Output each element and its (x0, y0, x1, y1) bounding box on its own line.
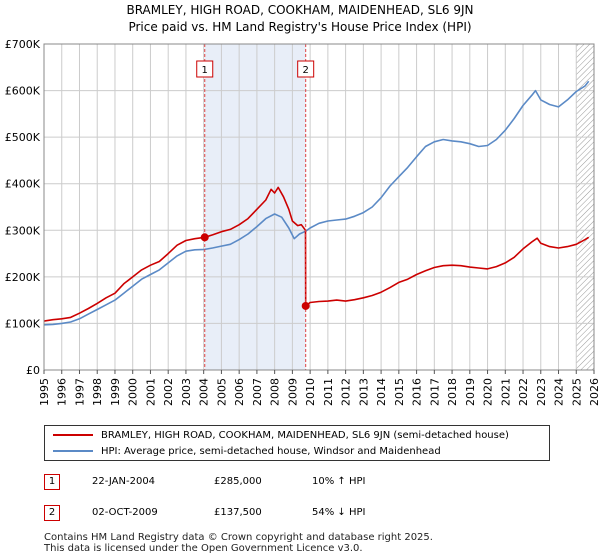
sale-label: 1 (202, 65, 208, 76)
legend: BRAMLEY, HIGH ROAD, COOKHAM, MAIDENHEAD,… (44, 425, 550, 461)
y-tick-label: £300K (5, 224, 41, 237)
legend-label-property: BRAMLEY, HIGH ROAD, COOKHAM, MAIDENHEAD,… (101, 430, 509, 441)
sale-row: 1 22-JAN-2004 £285,000 10% ↑ HPI (44, 474, 444, 494)
x-tick-label: 2020 (482, 378, 495, 406)
sale-date: 22-JAN-2004 (92, 476, 156, 487)
x-tick-label: 2015 (393, 378, 406, 406)
title-line-2: Price paid vs. HM Land Registry's House … (128, 20, 472, 34)
y-tick-label: £500K (5, 131, 41, 144)
x-tick-label: 2012 (340, 378, 353, 406)
plot-frame (43, 43, 595, 371)
sale-number-badge: 2 (44, 505, 60, 521)
sale-hpi-diff: 54% ↓ HPI (312, 507, 366, 518)
x-tick-label: 2009 (286, 378, 299, 406)
sale-price: £137,500 (214, 507, 262, 518)
x-tick-label: 2014 (375, 378, 388, 406)
series-line-hpi (43, 80, 590, 326)
sale-label: 2 (303, 65, 309, 76)
legend-swatch-hpi (53, 450, 93, 452)
x-tick-label: 2013 (357, 378, 370, 406)
hatched-region (576, 44, 594, 370)
y-tick-label: £100K (5, 317, 41, 330)
sale-hpi-diff: 10% ↑ HPI (312, 476, 366, 487)
sale-row: 2 02-OCT-2009 £137,500 54% ↓ HPI (44, 505, 444, 525)
y-tick-label: £200K (5, 271, 41, 284)
x-tick-label: 2017 (428, 378, 441, 406)
x-tick-label: 2007 (251, 378, 264, 406)
x-tick-label: 2023 (535, 378, 548, 406)
x-tick-label: 2004 (198, 378, 211, 406)
x-tick-label: 2001 (144, 378, 157, 406)
x-tick-label: 2011 (322, 378, 335, 406)
x-tick-label: 2022 (517, 378, 530, 406)
y-tick-label: £600K (5, 85, 41, 98)
footer-line-2: This data is licensed under the Open Gov… (44, 543, 363, 554)
x-tick-label: 1996 (56, 378, 69, 406)
x-tick-label: 2019 (464, 378, 477, 406)
x-tick-label: 2016 (411, 378, 424, 406)
y-tick-label: £0 (26, 364, 40, 377)
y-tick-label: £400K (5, 178, 41, 191)
sale-point (301, 301, 310, 310)
x-tick-label: 2002 (162, 378, 175, 406)
x-tick-label: 2018 (446, 378, 459, 406)
chart-title: BRAMLEY, HIGH ROAD, COOKHAM, MAIDENHEAD,… (0, 2, 600, 36)
x-tick-label: 2024 (553, 378, 566, 406)
sale-number-badge: 1 (44, 474, 60, 490)
legend-swatch-property (53, 434, 93, 436)
legend-label-hpi: HPI: Average price, semi-detached house,… (101, 446, 441, 457)
x-tick-label: 2008 (269, 378, 282, 406)
sale-price: £285,000 (214, 476, 262, 487)
x-tick-label: 2010 (304, 378, 317, 406)
x-tick-label: 2005 (215, 378, 228, 406)
x-tick-label: 2003 (180, 378, 193, 406)
legend-item-property: BRAMLEY, HIGH ROAD, COOKHAM, MAIDENHEAD,… (53, 428, 509, 444)
plot-background (44, 44, 594, 370)
x-tick-label: 1999 (109, 378, 122, 406)
sale-point (200, 233, 209, 242)
x-tick-label: 2000 (127, 378, 140, 406)
sale-label-box (297, 60, 315, 78)
title-line-1: BRAMLEY, HIGH ROAD, COOKHAM, MAIDENHEAD,… (126, 3, 474, 17)
shaded-period (204, 44, 306, 370)
y-tick-label: £700K (5, 38, 41, 51)
series-line-property (43, 186, 590, 322)
x-tick-label: 2006 (233, 378, 246, 406)
sale-label-box (196, 60, 214, 78)
footer: Contains HM Land Registry data © Crown c… (44, 532, 433, 554)
x-tick-label: 2026 (588, 378, 600, 406)
x-tick-label: 2021 (499, 378, 512, 406)
x-tick-label: 2025 (570, 378, 583, 406)
x-tick-label: 1997 (73, 378, 86, 406)
legend-item-hpi: HPI: Average price, semi-detached house,… (53, 444, 441, 460)
x-tick-label: 1998 (91, 378, 104, 406)
sale-date: 02-OCT-2009 (92, 507, 158, 518)
footer-line-1: Contains HM Land Registry data © Crown c… (44, 532, 433, 543)
price-chart: 1 2 £0 £100K £200K £300K £400K £500K £600K £700K… (5, 38, 600, 406)
x-tick-label: 1995 (38, 378, 51, 406)
